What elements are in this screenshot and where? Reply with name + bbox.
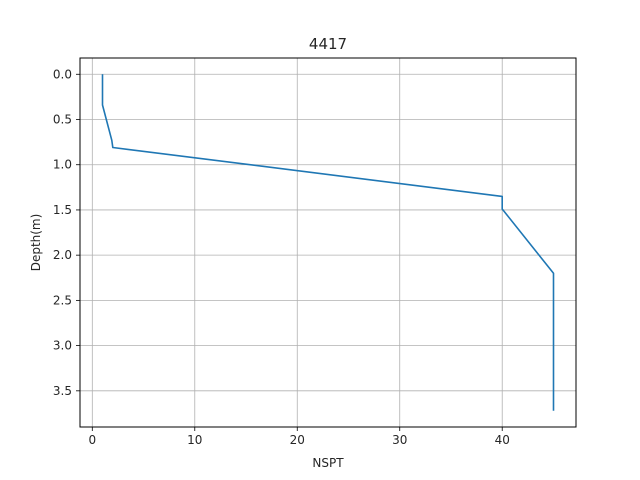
y-tick-label: 2.0 [53, 248, 72, 262]
ticks: 0 10 20 30 40 0.0 0.5 1.0 1.5 2.0 2.5 3.0 3.5 [53, 67, 510, 447]
y-tick-label: 3.5 [53, 384, 72, 398]
x-tick-label: 10 [187, 433, 202, 447]
y-tick-label: 0.5 [53, 113, 72, 127]
plot-frame [79, 57, 577, 428]
grid [80, 58, 576, 427]
y-tick-label: 1.0 [53, 158, 72, 172]
x-axis-label: NSPT [312, 456, 344, 470]
series-line [101, 74, 555, 411]
y-axis-label: Depth(m) [29, 214, 43, 272]
y-tick-label: 2.5 [53, 293, 72, 307]
x-tick-label: 30 [392, 433, 407, 447]
chart-title: 4417 [309, 35, 347, 53]
y-tick-label: 0.0 [53, 67, 72, 81]
series-layer [101, 74, 555, 411]
y-tick-label: 3.0 [53, 339, 72, 353]
x-tick-label: 20 [290, 433, 305, 447]
x-tick-label: 40 [495, 433, 510, 447]
x-tick-label: 0 [88, 433, 96, 447]
y-tick-label: 1.5 [53, 203, 72, 217]
